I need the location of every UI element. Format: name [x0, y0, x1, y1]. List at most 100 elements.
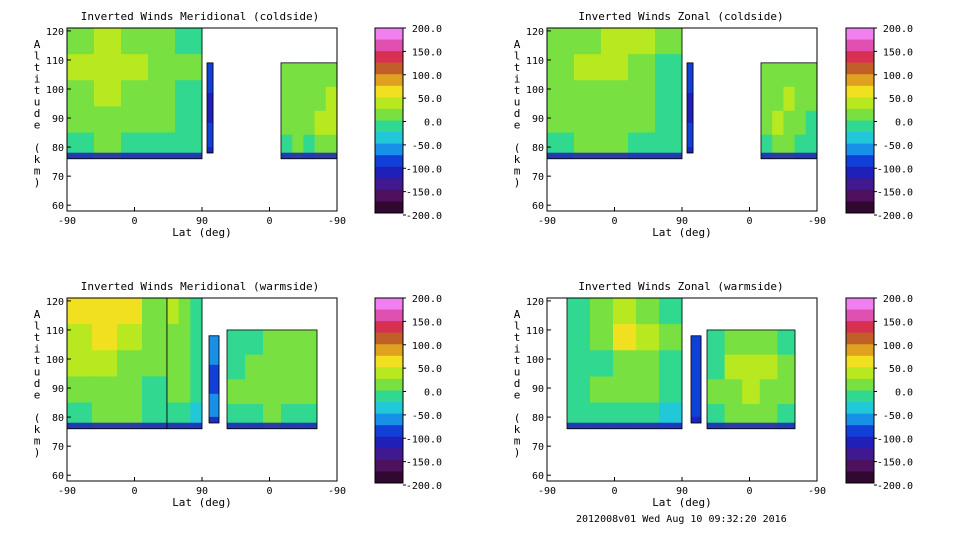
heatmap-cell — [601, 54, 629, 81]
heatmap-cell — [794, 134, 807, 160]
heatmap-cell — [281, 379, 300, 405]
heatmap-cell — [655, 80, 683, 107]
colorbar-swatch — [846, 155, 874, 168]
heatmap-cell — [707, 354, 726, 380]
heatmap-cell — [207, 92, 214, 124]
heatmap-cell — [761, 86, 773, 112]
heatmap-cell — [207, 62, 214, 94]
x-tick-label: 0 — [746, 216, 752, 227]
heatmap-cell — [772, 110, 784, 136]
heatmap-cell — [601, 106, 629, 134]
heatmap-cell — [659, 298, 683, 325]
colorbar-swatch — [846, 28, 874, 41]
colorbar-tick-label: 100.0 — [412, 341, 442, 352]
colorbar-tick-label: -100.0 — [877, 164, 913, 175]
heatmap-cell — [742, 379, 761, 405]
heatmap-cell — [178, 298, 191, 325]
colorbar-swatch — [375, 51, 403, 64]
heatmap-cell — [167, 350, 180, 377]
heatmap-cell — [636, 350, 660, 377]
heatmap-cell — [245, 329, 264, 356]
y-tick-label: 90 — [52, 384, 64, 395]
colorbar-swatch — [846, 309, 874, 322]
x-tick-label: 90 — [676, 486, 688, 497]
colorbar-tick-label: -100.0 — [406, 434, 442, 445]
heatmap-cell — [691, 393, 702, 424]
heatmap-cell — [227, 329, 246, 356]
heatmap-cell — [707, 329, 726, 356]
heatmap-cell — [121, 106, 149, 134]
colorbar-swatch — [375, 309, 403, 322]
heatmap-cell — [547, 54, 575, 81]
heatmap-cell — [148, 80, 176, 107]
colorbar-tick-label: -50.0 — [412, 411, 442, 422]
y-tick-label: 100 — [526, 355, 544, 366]
colorbar-tick-label: -150.0 — [406, 188, 442, 199]
block-edge — [67, 422, 167, 429]
colorbar-tick-label: -200.0 — [877, 481, 913, 492]
heatmap-cell — [67, 350, 93, 377]
heatmap-cell — [655, 28, 683, 55]
heatmap-cell — [117, 376, 143, 404]
heatmap-cell — [94, 106, 122, 134]
block-edge — [281, 152, 337, 159]
heatmap-cell — [67, 106, 95, 134]
panel-3: Inverted Winds Meridional (warmside) -90 0… — [34, 280, 442, 509]
colorbar-swatch — [375, 471, 403, 484]
colorbar-tick-label: -200.0 — [406, 211, 442, 222]
heatmap-cell — [590, 298, 614, 325]
block-edge — [547, 152, 682, 159]
heatmap-cell — [67, 54, 95, 81]
y-tick-label: 120 — [46, 27, 64, 38]
colorbar-tick-label: 0.0 — [424, 388, 442, 399]
heatmap-cell — [190, 350, 203, 377]
heatmap-cell — [92, 350, 118, 377]
colorbar-swatch — [375, 189, 403, 202]
y-tick-label: 110 — [46, 326, 64, 337]
heatmap-cell — [601, 28, 629, 55]
heatmap-cell — [67, 376, 93, 404]
x-tick-label: 0 — [611, 486, 617, 497]
colorbar-tick-label: 200.0 — [883, 294, 913, 305]
colorbar-swatch — [375, 390, 403, 403]
x-tick-label: 90 — [196, 486, 208, 497]
colorbar-tick-label: -150.0 — [877, 188, 913, 199]
heatmap-cell — [314, 134, 327, 160]
heatmap-cell — [178, 376, 191, 404]
y-tick-label: 60 — [532, 201, 544, 212]
colorbar-tick-label: 0.0 — [424, 118, 442, 129]
data-block — [690, 335, 702, 424]
y-tick-label: 90 — [532, 384, 544, 395]
colorbar-swatch — [846, 425, 874, 438]
heatmap-cell — [245, 379, 264, 405]
heatmap-cell — [628, 80, 656, 107]
heatmap-cell — [303, 110, 316, 136]
colorbar-swatch — [846, 97, 874, 110]
heatmap-cell — [142, 350, 168, 377]
heatmap-cell — [628, 106, 656, 134]
colorbar-swatch — [846, 189, 874, 202]
heatmap-cell — [190, 376, 203, 404]
heatmap-cell — [574, 54, 602, 81]
x-tick-label: -90 — [538, 216, 556, 227]
heatmap-cell — [292, 134, 304, 160]
heatmap-cell — [121, 54, 149, 81]
colorbar-tick-label: 200.0 — [412, 24, 442, 35]
colorbar-swatch — [375, 459, 403, 472]
block-edge — [209, 416, 219, 423]
heatmap-cell — [783, 62, 796, 88]
colorbar-tick-label: 0.0 — [895, 118, 913, 129]
heatmap-cell — [281, 62, 293, 88]
heatmap-cell — [659, 324, 683, 351]
y-tick-label: 120 — [526, 27, 544, 38]
heatmap-cell — [759, 354, 778, 380]
heatmap-cell — [805, 86, 818, 112]
heatmap-cell — [636, 324, 660, 351]
heatmap-cell — [281, 329, 300, 356]
heatmap-cell — [805, 110, 818, 136]
colorbar-swatch — [846, 74, 874, 87]
heatmap-cell — [67, 80, 95, 107]
x-tick-label: 0 — [746, 486, 752, 497]
heatmap-cell — [209, 364, 220, 395]
